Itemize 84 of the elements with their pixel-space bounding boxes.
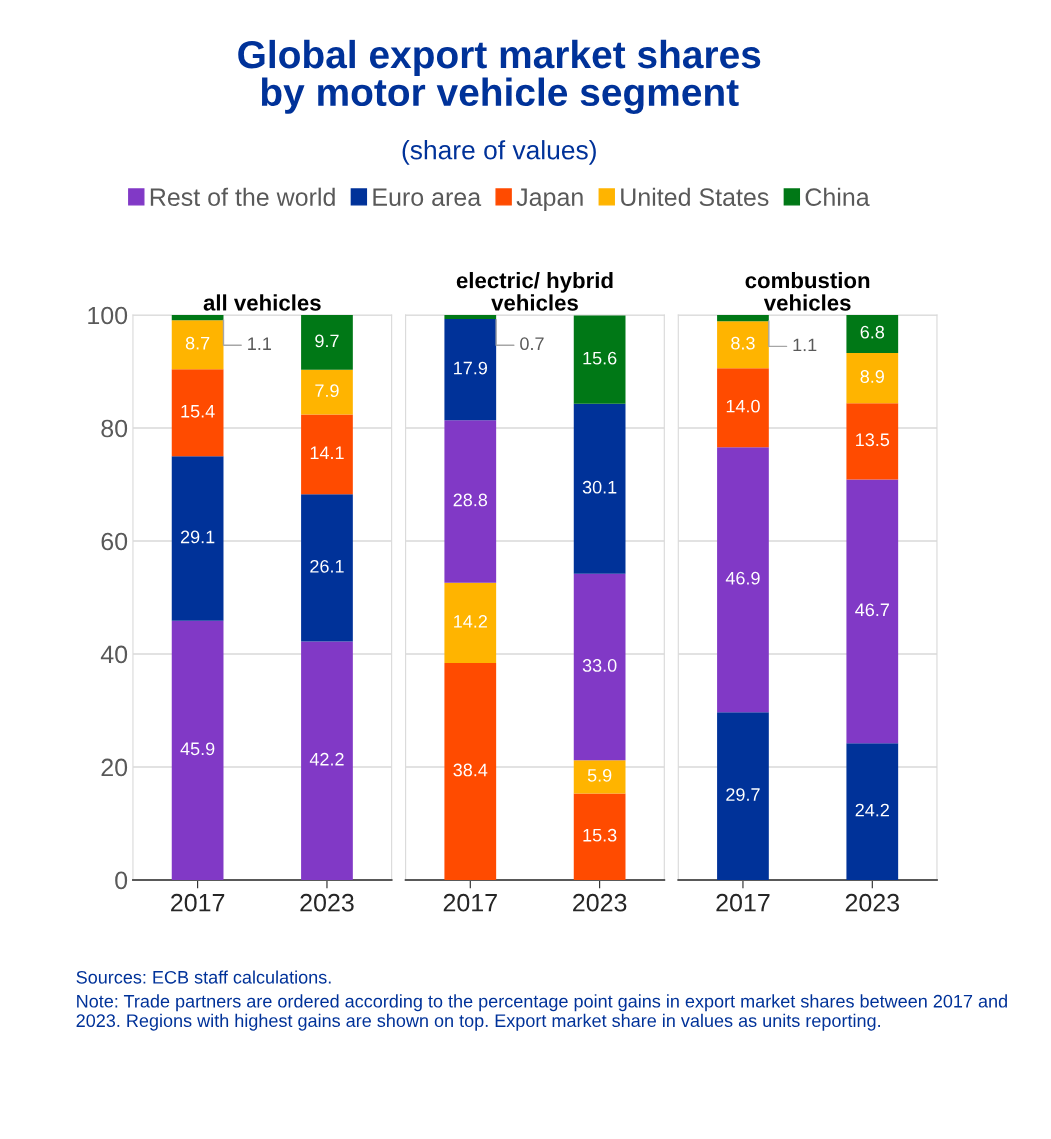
data-label: 29.7 [726,788,760,801]
bar [301,315,353,370]
bar [573,403,626,574]
data-label: 30.1 [582,480,617,494]
data-label: 26.1 [310,559,344,573]
data-label: 15.6 [583,351,617,365]
y-tick-label: 80 [101,419,128,438]
data-label: 8.7 [185,336,210,350]
bar [717,321,769,369]
data-label: 15.3 [583,828,617,842]
bar [717,447,769,713]
bar [301,494,353,642]
data-label: 14.2 [454,615,487,628]
bar [171,369,224,457]
data-label: 8.3 [731,336,755,350]
data-label: 33.0 [582,659,617,672]
data-label: 15.4 [181,405,215,418]
data-label: 9.7 [315,334,339,348]
chart-title: all vehicles [203,294,321,311]
data-label: 42.2 [309,752,344,766]
x-tick-label: 2017 [716,893,770,912]
bar [171,456,224,621]
bar [573,793,626,880]
data-label: 38.4 [453,763,488,777]
data-label: 28.8 [453,493,488,507]
bar [171,620,224,880]
data-label: 0.7 [520,337,544,351]
bar [717,368,769,448]
bar [846,403,899,480]
bar [444,582,497,664]
y-tick-label: 0 [115,871,128,890]
bar [717,315,769,322]
legend-label: Japan [516,188,583,211]
bar [846,743,899,880]
bar [444,319,497,421]
x-tick-label: 2023 [300,893,354,912]
bar [717,712,769,880]
text: Global export market shares by motor vehicle segment [238,39,761,114]
x-tick-label: 2023 [573,893,627,912]
chart-title: electric/ hybrid vehicles [456,272,613,311]
data-label: 13.5 [856,433,890,447]
legend-label: United States [621,187,769,207]
bar [846,479,899,744]
bar [444,420,497,583]
bar [171,320,224,370]
bar [573,573,626,761]
source-note: Sources: ECB staff calculations. [76,970,331,984]
y-tick-label: 100 [88,306,128,325]
bar [444,315,497,319]
x-tick-label: 2023 [845,893,900,912]
data-label: 46.9 [725,571,760,585]
bar [171,315,224,321]
chart-title: combustion vehicles [745,272,870,311]
y-tick-label: 40 [100,645,128,664]
legend-label: Rest of the world [150,187,335,207]
bar [846,315,899,353]
data-label: 45.9 [180,742,215,756]
data-label: 1.1 [793,338,817,352]
legend-label: Euro area [373,188,482,207]
bar [444,663,497,880]
data-label: 17.9 [454,361,487,375]
data-label: 14.0 [726,399,760,413]
data-label: 46.7 [855,603,889,617]
data-label: 24.2 [855,803,889,817]
data-label: 8.9 [860,370,884,383]
data-label: 1.1 [248,337,271,350]
bar [573,315,626,404]
data-label: 5.9 [587,768,612,782]
data-label: 14.1 [310,446,344,459]
y-tick-label: 20 [101,758,128,777]
x-tick-label: 2017 [171,893,225,912]
y-tick-label: 60 [101,532,128,551]
text: (share of values) [402,140,596,165]
text: Note: Trade partners are ordered according to the percentage point gains in export market shares between 2017 and 2023. Regions with highest gains are shown on top. Export market share in values as units reporting. [76,994,1007,1031]
data-label: 29.1 [180,530,215,544]
legend-label: China [805,187,870,207]
x-tick-label: 2017 [443,893,497,912]
bar [573,760,626,794]
data-label: 6.8 [860,325,885,339]
bar [846,352,899,404]
bar [301,369,353,415]
bar [301,641,353,880]
data-label: 7.9 [315,384,339,398]
bar [301,414,353,495]
